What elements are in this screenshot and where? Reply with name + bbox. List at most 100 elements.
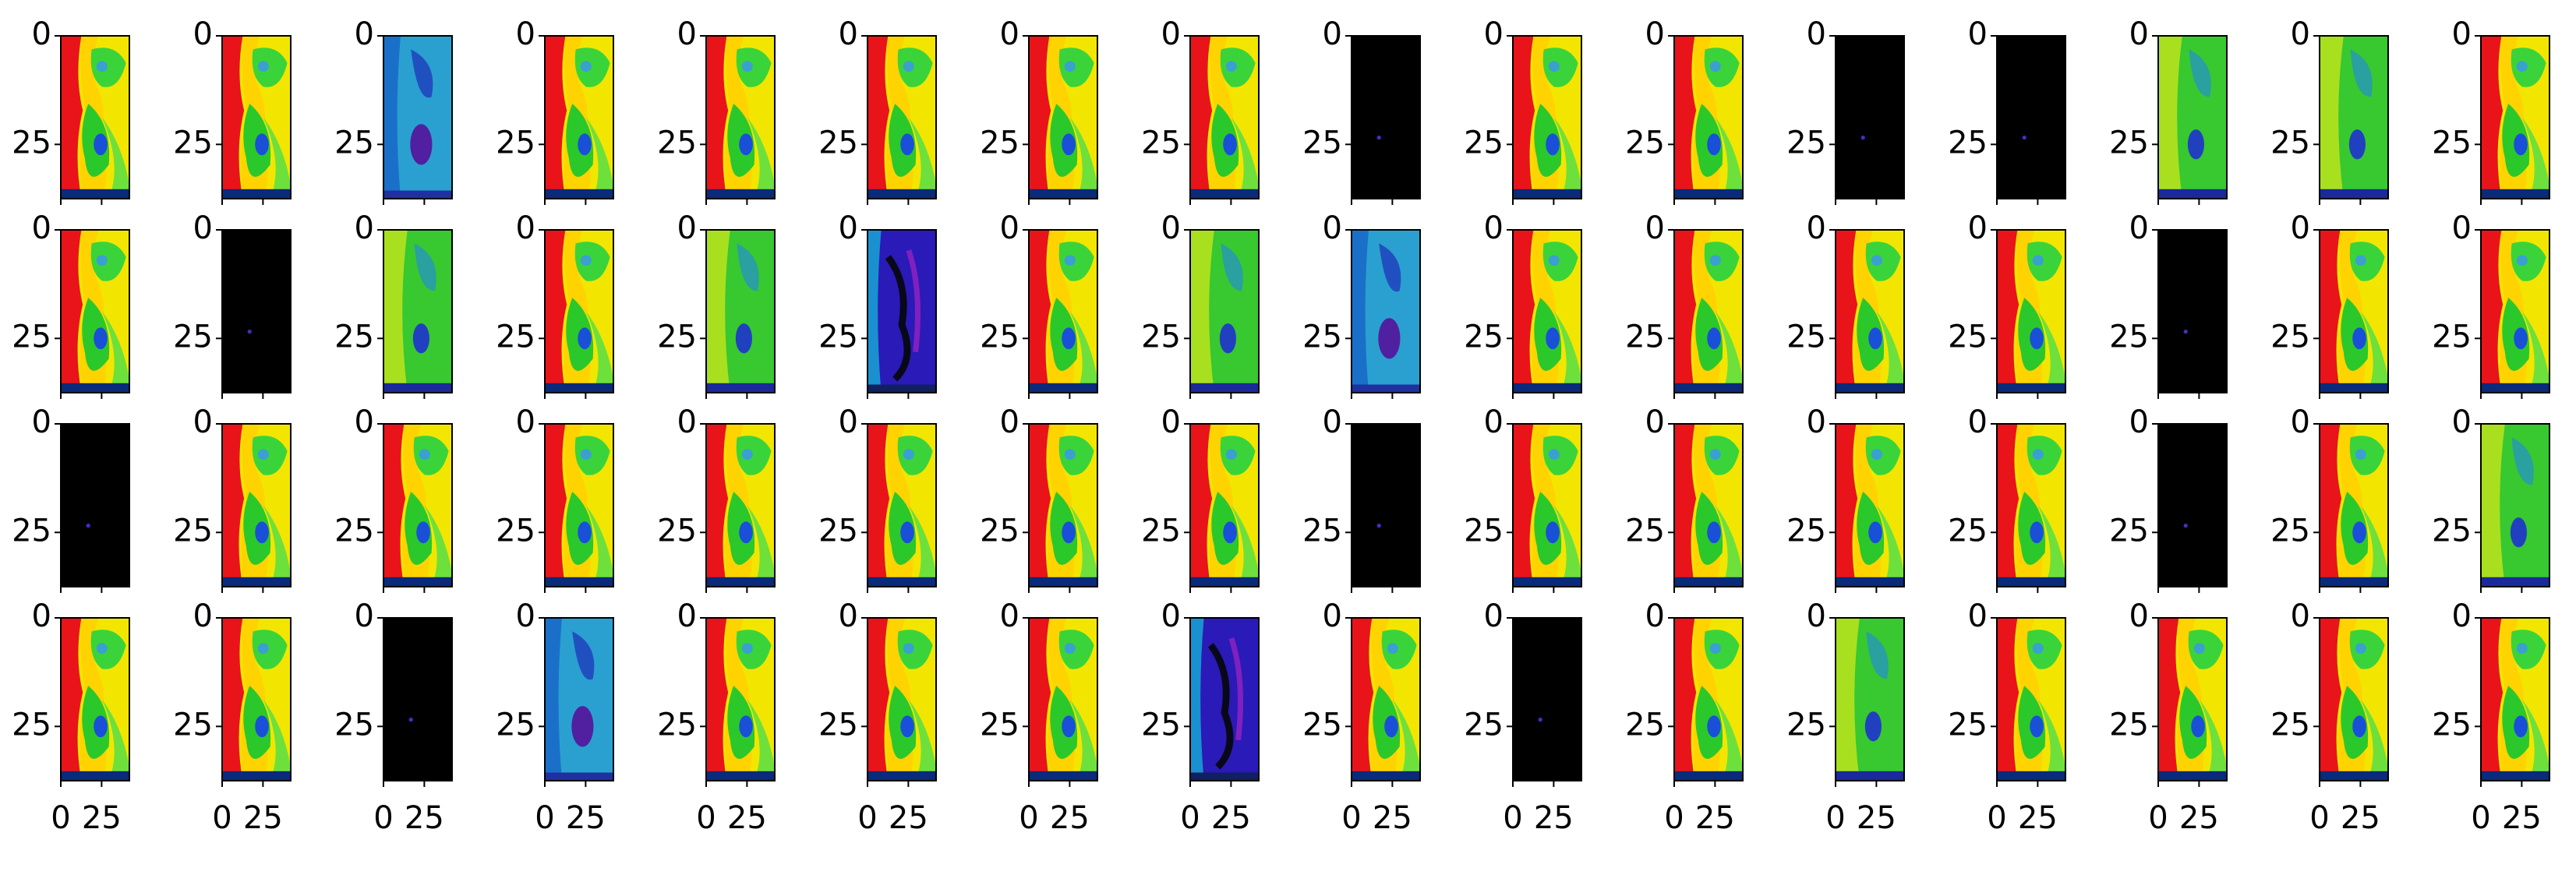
- y-tick-label: 0: [1484, 210, 1504, 246]
- y-tick-label: 0: [677, 16, 697, 52]
- y-tick-label: 25: [818, 513, 858, 549]
- y-tick-label: 25: [818, 319, 858, 355]
- panel-frame: [1351, 229, 1421, 393]
- y-tick-label: 0: [2452, 598, 2472, 634]
- y-tick-label: 25: [818, 125, 858, 161]
- y-tick-label: 0: [1807, 210, 1826, 246]
- panel-frame: [705, 229, 776, 393]
- y-tick-label: 25: [1625, 125, 1665, 161]
- x-tick-label: 0: [1019, 800, 1038, 836]
- panel-frame: [2480, 423, 2550, 587]
- image-panel: [1190, 618, 1259, 781]
- y-tick-label: 25: [496, 513, 535, 549]
- image-panel: [2158, 618, 2227, 781]
- y-tick-label: 0: [1645, 598, 1665, 634]
- y-tick-label: 25: [1302, 513, 1342, 549]
- y-tick-label: 0: [1968, 598, 1988, 634]
- x-tick-label: 25: [2018, 800, 2058, 836]
- y-tick-label: 0: [2452, 210, 2472, 246]
- y-tick-label: 0: [2129, 210, 2149, 246]
- panel-frame: [1996, 35, 2066, 199]
- image-panel: [222, 230, 291, 393]
- y-tick-label: 25: [1464, 125, 1504, 161]
- panel-frame: [1189, 35, 1260, 199]
- image-panel: [2481, 618, 2549, 781]
- image-panel: [706, 230, 775, 393]
- x-tick-label: 25: [2179, 800, 2219, 836]
- y-tick-label: 0: [677, 404, 697, 440]
- x-tick-label: 0: [2309, 800, 2329, 836]
- x-tick-label: 25: [1050, 800, 1090, 836]
- y-tick-label: 25: [496, 707, 535, 743]
- panel-frame: [1351, 423, 1421, 587]
- y-tick-label: 25: [334, 125, 374, 161]
- y-tick-label: 0: [2129, 404, 2149, 440]
- panel-frame: [1673, 35, 1744, 199]
- x-tick-label: 0: [1825, 800, 1845, 836]
- panel-frame: [1189, 617, 1260, 781]
- y-tick-label: 25: [1464, 707, 1504, 743]
- y-tick-label: 25: [657, 513, 697, 549]
- image-panel: [1674, 618, 1743, 781]
- y-tick-label: 0: [677, 210, 697, 246]
- panel-frame: [1512, 229, 1582, 393]
- x-tick-label: 0: [857, 800, 877, 836]
- y-tick-label: 0: [1645, 404, 1665, 440]
- image-panel: [2320, 230, 2388, 393]
- y-tick-label: 0: [1968, 16, 1988, 52]
- image-panel: [222, 36, 291, 199]
- y-tick-label: 0: [193, 210, 213, 246]
- image-panel: [61, 230, 129, 393]
- panel-frame: [1835, 35, 1905, 199]
- y-tick-label: 0: [839, 404, 858, 440]
- image-panel: [545, 36, 613, 199]
- y-tick-label: 0: [355, 598, 374, 634]
- panel-frame: [1028, 229, 1098, 393]
- image-panel: [706, 36, 775, 199]
- panel-frame: [1028, 35, 1098, 199]
- image-panel: [383, 424, 452, 587]
- panel-frame: [2480, 617, 2550, 781]
- image-panel: [706, 618, 775, 781]
- x-tick-label: 0: [373, 800, 393, 836]
- panel-frame: [1996, 617, 2066, 781]
- panel-frame: [2157, 423, 2228, 587]
- x-tick-label: 0: [1664, 800, 1684, 836]
- panel-frame: [1673, 423, 1744, 587]
- y-tick-label: 25: [2109, 707, 2149, 743]
- x-tick-label: 0: [1341, 800, 1361, 836]
- panel-frame: [383, 35, 453, 199]
- y-tick-label: 25: [12, 707, 51, 743]
- y-tick-label: 25: [980, 707, 1019, 743]
- y-tick-label: 0: [32, 598, 51, 634]
- panel-frame: [2319, 617, 2389, 781]
- image-panel: [61, 424, 129, 587]
- image-panel: [383, 36, 452, 199]
- y-tick-label: 25: [173, 319, 213, 355]
- y-tick-label: 25: [657, 125, 697, 161]
- panel-frame: [544, 423, 614, 587]
- image-panel: [2158, 36, 2227, 199]
- y-tick-label: 25: [980, 513, 1019, 549]
- y-tick-label: 25: [1786, 513, 1826, 549]
- y-tick-label: 0: [1000, 16, 1019, 52]
- x-tick-label: 25: [727, 800, 767, 836]
- y-tick-label: 0: [1645, 16, 1665, 52]
- image-panel: [1674, 230, 1743, 393]
- image-panel: [1674, 424, 1743, 587]
- panel-frame: [60, 423, 130, 587]
- y-tick-label: 0: [1807, 598, 1826, 634]
- y-tick-label: 0: [1323, 16, 1342, 52]
- y-tick-label: 0: [2291, 210, 2310, 246]
- y-tick-label: 0: [1161, 16, 1181, 52]
- y-tick-label: 0: [32, 210, 51, 246]
- y-tick-label: 25: [657, 707, 697, 743]
- x-tick-label: 25: [1211, 800, 1251, 836]
- image-panel: [1352, 618, 1420, 781]
- y-tick-label: 0: [2452, 16, 2472, 52]
- y-tick-label: 25: [2270, 125, 2310, 161]
- y-tick-label: 0: [516, 210, 535, 246]
- y-tick-label: 0: [355, 16, 374, 52]
- image-panel: [383, 230, 452, 393]
